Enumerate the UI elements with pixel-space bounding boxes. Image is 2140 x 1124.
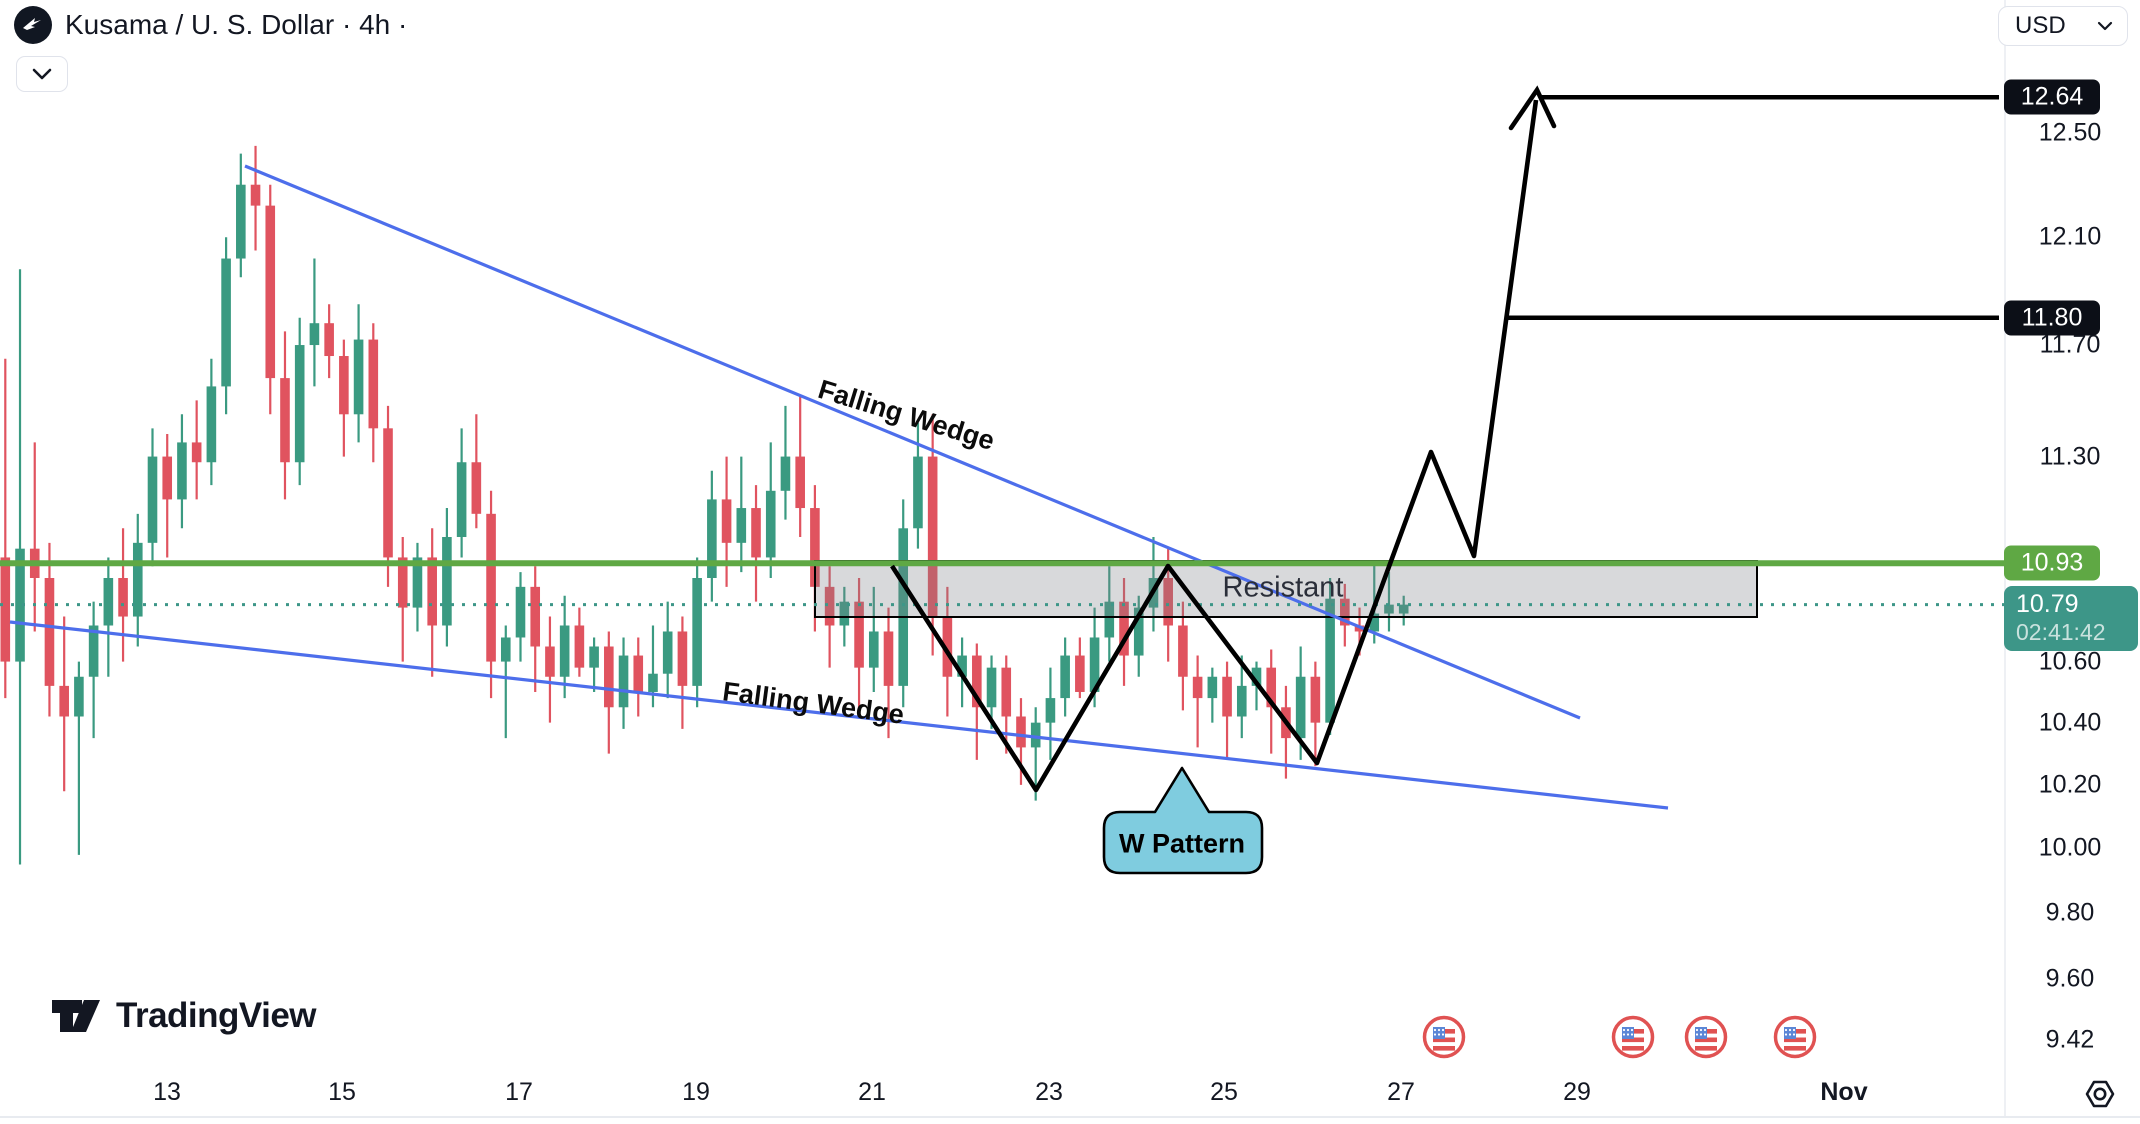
target-price-badge-lower: 11.80	[2004, 300, 2100, 336]
time-axis-label: 15	[328, 1078, 356, 1106]
collapse-header-button[interactable]	[16, 56, 68, 92]
price-axis-label: 10.60	[2038, 647, 2102, 676]
price-axis-label: 12.50	[2038, 118, 2102, 147]
tradingview-logo-text: TradingView	[116, 996, 317, 1035]
gear-icon	[2085, 1080, 2115, 1108]
tradingview-logo-icon	[52, 1000, 100, 1032]
chevron-down-icon	[2097, 21, 2113, 31]
resistance-zone-label[interactable]: Resistant	[1222, 571, 1344, 604]
time-axis-label: 17	[505, 1078, 533, 1106]
tradingview-watermark: TradingView	[50, 994, 317, 1038]
price-axis-label: 10.00	[2038, 833, 2102, 862]
currency-selector[interactable]: USD	[1998, 6, 2128, 46]
time-axis-label: 29	[1563, 1078, 1591, 1106]
time-axis-label: 23	[1035, 1078, 1063, 1106]
time-axis-label: Nov	[1820, 1078, 1868, 1106]
price-axis-label: 10.20	[2038, 770, 2102, 799]
time-axis-label: 13	[153, 1078, 181, 1106]
time-axis-label: 19	[682, 1078, 710, 1106]
time-axis-label: 27	[1387, 1078, 1415, 1106]
w-pattern-label[interactable]: W Pattern	[1118, 828, 1246, 859]
symbol-title[interactable]: Kusama / U. S. Dollar · 4h ·	[65, 9, 408, 40]
bar-countdown: 02:41:42	[2016, 619, 2106, 646]
price-axis-label: 9.80	[2045, 898, 2095, 927]
price-axis-label: 10.40	[2038, 708, 2102, 737]
current-price-badge: 10.79 02:41:42	[2004, 585, 2138, 652]
price-axis-label: 9.42	[2045, 1025, 2095, 1054]
current-price: 10.79	[2016, 589, 2079, 618]
target-price-badge-upper: 12.64	[2004, 79, 2100, 115]
w-pattern-callout	[1102, 766, 1264, 875]
price-axis-label: 11.30	[2039, 442, 2101, 471]
price-axis-label: 9.60	[2045, 964, 2095, 993]
time-axis-label: 25	[1210, 1078, 1238, 1106]
price-axis-label: 12.10	[2038, 222, 2102, 251]
symbol-header: Kusama / U. S. Dollar · 4h ·	[14, 6, 407, 44]
chevron-down-icon	[32, 68, 52, 80]
time-axis-separator	[0, 1116, 2140, 1118]
time-axis-label: 21	[858, 1078, 886, 1106]
currency-value: USD	[2015, 12, 2066, 39]
kusama-logo-icon	[14, 6, 52, 44]
resistance-price-badge: 10.93	[2004, 545, 2100, 581]
time-axis-settings-button[interactable]	[2082, 1076, 2118, 1112]
